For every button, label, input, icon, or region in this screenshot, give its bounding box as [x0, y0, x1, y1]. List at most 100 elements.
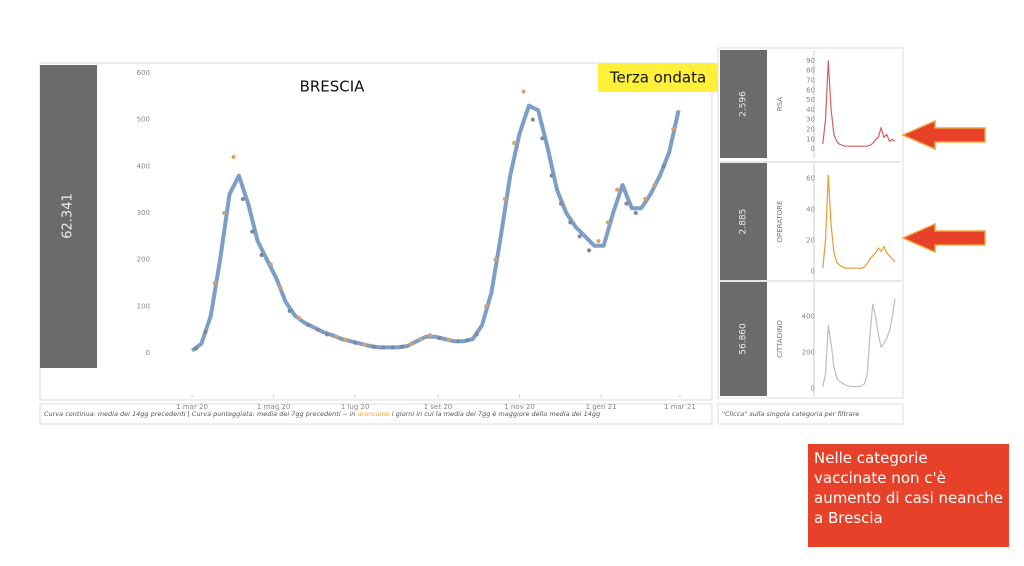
dot	[362, 342, 367, 347]
dot	[250, 229, 255, 234]
y-tick-label: 100	[137, 302, 150, 310]
annotation-box	[598, 63, 718, 92]
y-tick-label: 60	[806, 86, 815, 94]
line	[822, 298, 896, 388]
dot	[297, 316, 302, 320]
dot	[231, 155, 236, 159]
caption-text: i giorni in cui la media dei 7gg è maggi…	[392, 410, 600, 418]
dot	[306, 323, 311, 327]
arrow	[901, 222, 986, 254]
dot	[278, 285, 283, 290]
caption-text: Curva continua: media dei 14gg precedent…	[44, 410, 355, 418]
y-tick-label: 200	[137, 256, 150, 264]
x-tick-label: 1 nov 20	[504, 403, 535, 411]
chart-title: BRESCIA	[300, 78, 366, 96]
y-tick-label: 20	[806, 236, 815, 244]
x-tick-label: 1 lug 20	[341, 403, 370, 411]
y-tick-label: 0	[811, 384, 815, 392]
category-block	[720, 282, 767, 396]
note: Nelle categorie vaccinate non c'è aument…	[814, 449, 1003, 527]
dot	[381, 345, 386, 350]
x-tick-label: 1 mar 21	[664, 403, 696, 411]
total-block	[40, 65, 97, 368]
dot	[502, 197, 507, 201]
dot	[652, 183, 657, 187]
dot	[334, 334, 339, 339]
note-wrap: Nelle categorie vaccinate non c'è aument…	[814, 449, 1003, 527]
dot	[493, 257, 498, 262]
dot	[671, 127, 676, 131]
caption-highlight: arancione	[357, 410, 389, 418]
dot	[624, 201, 629, 206]
y-tick-label: 80	[806, 67, 815, 75]
y-tick-label: 90	[806, 57, 815, 65]
y-tick-label: 200	[802, 349, 815, 357]
y-tick-label: 0	[146, 349, 150, 357]
dot	[558, 201, 563, 206]
dot	[427, 333, 432, 338]
x-tick-label: 1 set 20	[424, 403, 453, 411]
note-box	[808, 444, 1009, 547]
line	[822, 174, 896, 269]
dot	[465, 338, 470, 343]
category-title: CITTADINO	[776, 320, 784, 358]
dot	[259, 253, 264, 257]
dot	[409, 341, 414, 346]
x-tick-label: 1 gen 21	[586, 403, 617, 411]
dot	[530, 117, 535, 122]
caption-frame	[39, 403, 713, 425]
dot	[390, 345, 395, 350]
dot	[240, 197, 245, 201]
y-tick-label: 400	[137, 162, 150, 170]
dot	[343, 337, 348, 342]
y-tick-label: 500	[137, 116, 150, 124]
y-tick-label: 0	[811, 145, 815, 153]
y-tick-label: 40	[806, 205, 815, 213]
annotation: Terza ondata	[609, 69, 706, 87]
dot	[418, 337, 423, 341]
dot	[615, 187, 620, 192]
y-tick-label: 70	[806, 77, 815, 85]
side-caption: "Clicca" sulla singola categoria per fil…	[722, 410, 859, 418]
dot	[587, 248, 592, 253]
dot	[484, 304, 489, 309]
dot	[222, 211, 227, 215]
dot	[643, 197, 648, 201]
main-frame	[39, 62, 713, 401]
dot	[605, 220, 610, 225]
category-title: OPERATORE	[776, 200, 784, 242]
dot	[577, 234, 582, 239]
dot	[456, 339, 461, 344]
y-tick-label: 20	[806, 126, 815, 134]
dot	[371, 344, 376, 349]
y-tick-label: 300	[137, 209, 150, 217]
dot	[399, 344, 404, 349]
dot	[661, 164, 666, 169]
dot	[194, 346, 199, 351]
y-tick-label: 10	[806, 135, 815, 143]
dot	[540, 136, 545, 141]
dot	[315, 327, 320, 332]
side-caption-frame	[717, 403, 904, 425]
total: 62.341	[61, 193, 76, 239]
category-block	[720, 50, 767, 158]
dot	[521, 89, 526, 94]
dot	[512, 141, 517, 145]
dot	[474, 332, 479, 337]
dot	[568, 220, 573, 225]
dot	[287, 309, 292, 313]
y-tick-label: 0	[811, 267, 815, 275]
dot	[446, 337, 451, 342]
x-tick-label: 1 mar 20	[176, 403, 208, 411]
y-tick-label: 60	[806, 174, 815, 182]
y-tick-label: 600	[137, 69, 150, 77]
arrow	[901, 119, 986, 151]
category-title: RSA	[776, 97, 784, 111]
category-block	[720, 163, 767, 280]
y-tick-label: 400	[802, 313, 815, 321]
caption: Curva continua: media dei 14gg precedent…	[44, 410, 600, 418]
line	[822, 60, 896, 147]
dot	[437, 336, 442, 341]
dot	[268, 262, 273, 267]
